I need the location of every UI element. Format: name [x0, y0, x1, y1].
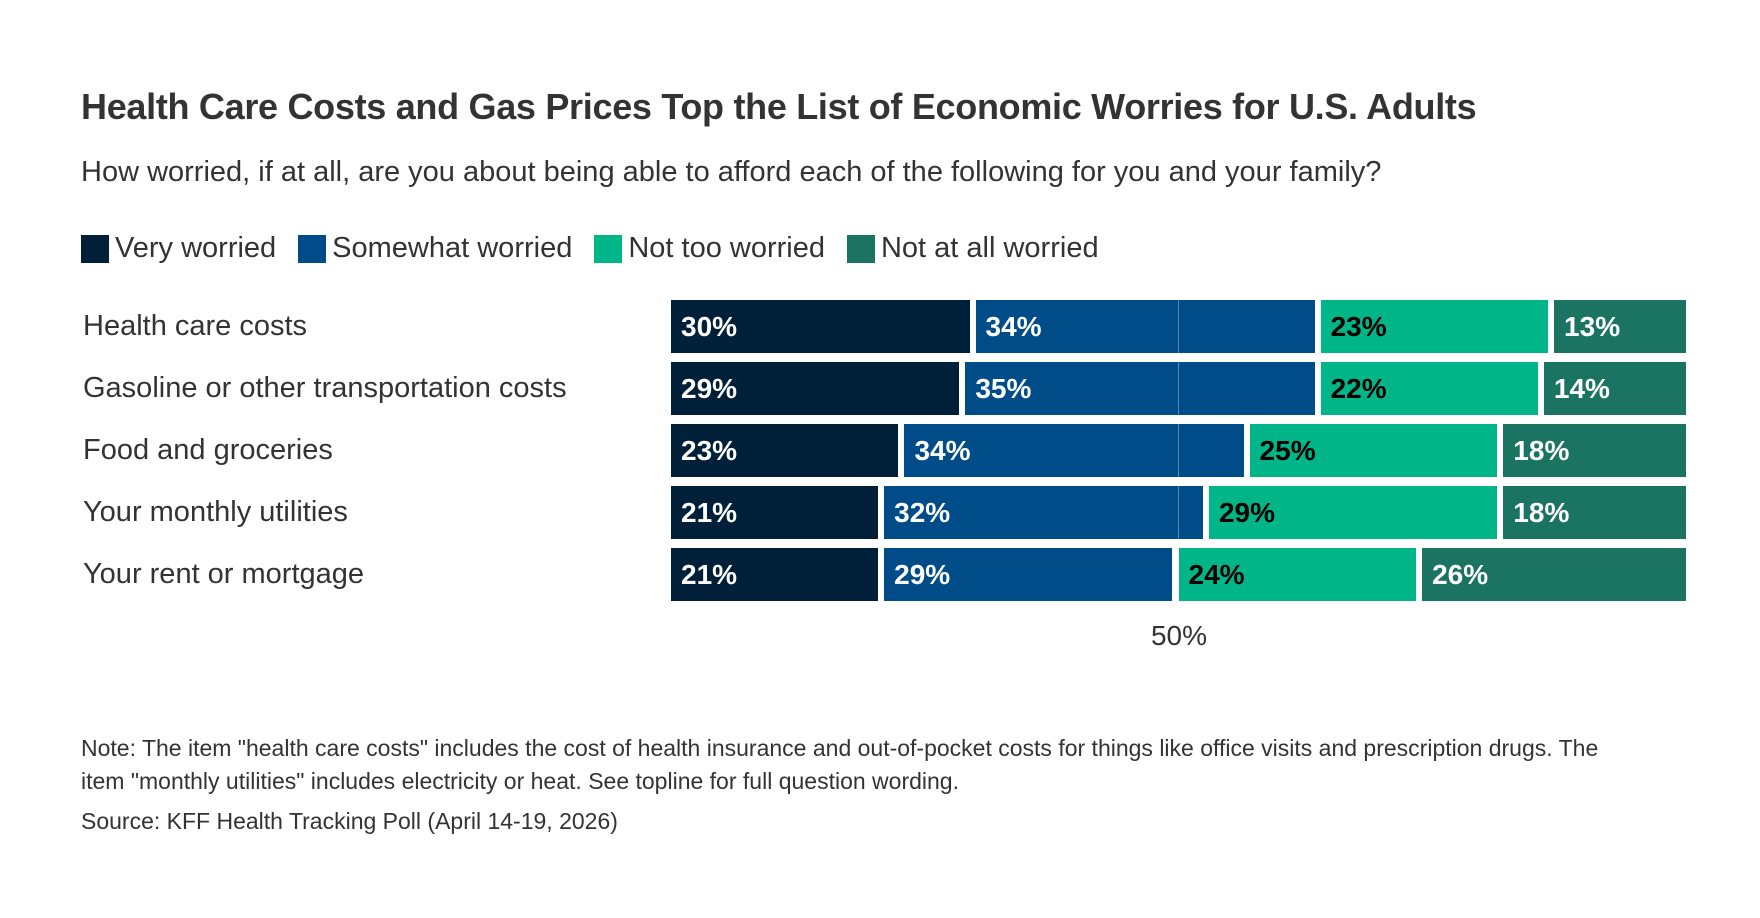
- bar-row: 30% 34% 23% 13%: [671, 300, 1686, 353]
- legend-label: Not at all worried: [880, 232, 1099, 264]
- bar-segment: 14%: [1543, 362, 1686, 415]
- bar-segment: 23%: [1320, 300, 1549, 353]
- data-label: 35%: [975, 373, 1032, 404]
- category-label: Food and groceries: [83, 434, 333, 466]
- bar-segment: 24%: [1178, 548, 1417, 601]
- data-label: 23%: [1330, 311, 1387, 342]
- bar-segment: 18%: [1503, 424, 1686, 477]
- chart-title: Health Care Costs and Gas Prices Top the…: [81, 86, 1477, 127]
- legend-item: Very worried: [81, 232, 276, 265]
- data-label: 34%: [985, 311, 1042, 342]
- bar-segment: 26%: [1422, 548, 1686, 601]
- data-label: 18%: [1513, 435, 1570, 466]
- data-label: 22%: [1330, 373, 1387, 404]
- bar-segment: 29%: [884, 548, 1173, 601]
- bar-segment: 21%: [671, 486, 879, 539]
- bar-row: 21% 29% 24% 26%: [671, 548, 1686, 601]
- category-label: Your monthly utilities: [83, 496, 348, 528]
- data-label: 34%: [914, 435, 971, 466]
- bar-segment: 32%: [884, 486, 1203, 539]
- bar-segment: 34%: [975, 300, 1315, 353]
- data-label: 25%: [1259, 435, 1316, 466]
- data-label: 13%: [1564, 311, 1621, 342]
- data-label: 18%: [1513, 497, 1570, 528]
- bar-segment: 13%: [1554, 300, 1686, 353]
- legend-item: Not too worried: [594, 232, 825, 265]
- bar-segment: 23%: [671, 424, 899, 477]
- data-label: 24%: [1188, 559, 1245, 590]
- reference-line-label: 50%: [1150, 620, 1208, 651]
- chart-source: Source: KFF Health Tracking Poll (April …: [81, 808, 618, 834]
- legend-item: Somewhat worried: [298, 232, 572, 265]
- data-label: 29%: [681, 373, 738, 404]
- legend-swatch: [594, 234, 623, 263]
- data-label: 21%: [681, 497, 738, 528]
- bar-segment: 34%: [904, 424, 1244, 477]
- bar-segment: 21%: [671, 548, 879, 601]
- data-label: 29%: [1218, 497, 1275, 528]
- legend-label: Somewhat worried: [332, 232, 573, 264]
- legend-label: Not too worried: [628, 232, 825, 264]
- legend-swatch: [81, 234, 109, 263]
- category-label: Gasoline or other transportation costs: [83, 372, 567, 404]
- legend-item: Not at all worried: [846, 232, 1099, 265]
- bar-segment: 29%: [671, 362, 960, 415]
- bar-row: 29% 35% 22% 14%: [671, 362, 1686, 415]
- data-label: 26%: [1432, 559, 1489, 590]
- data-label: 23%: [681, 435, 738, 466]
- bar-segment: 25%: [1249, 424, 1498, 477]
- category-label: Your rent or mortgage: [83, 558, 365, 590]
- data-label: 30%: [681, 311, 738, 342]
- bar-segment: 18%: [1503, 486, 1686, 539]
- bar-row: 23% 34% 25% 18%: [671, 424, 1686, 477]
- bar-row: 21% 32% 29% 18%: [671, 486, 1686, 539]
- legend-swatch: [846, 234, 875, 263]
- category-label: Health care costs: [83, 310, 308, 342]
- legend: Very worried Somewhat worried Not too worr…: [81, 232, 1099, 265]
- legend-swatch: [298, 234, 327, 263]
- bar-segment: 30%: [671, 300, 970, 353]
- legend-label: Very worried: [115, 232, 277, 264]
- chart-note: Note: The item "health care costs" inclu…: [81, 735, 1599, 794]
- bar-segment: 22%: [1320, 362, 1538, 415]
- bar-segment: 35%: [965, 362, 1315, 415]
- data-label: 14%: [1553, 373, 1610, 404]
- data-label: 21%: [681, 559, 738, 590]
- bar-segment: 29%: [1208, 486, 1498, 539]
- data-label: 32%: [894, 497, 951, 528]
- data-label: 29%: [894, 559, 951, 590]
- reference-line-50: [1178, 300, 1179, 601]
- chart-subtitle: How worried, if at all, are you about be…: [81, 156, 1382, 188]
